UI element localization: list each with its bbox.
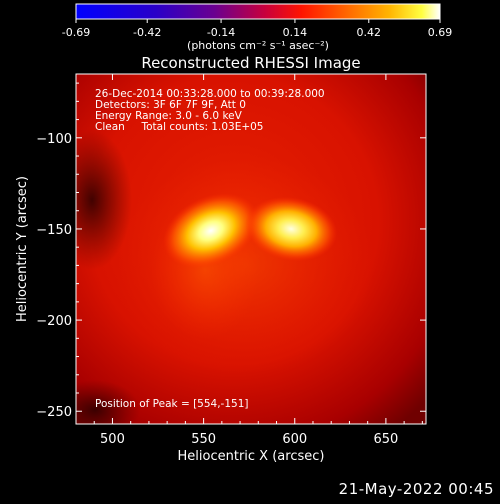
y-axis-label: Heliocentric Y (arcsec) — [15, 176, 30, 322]
plot-frame — [75, 73, 427, 425]
dark-region-bottomleft — [76, 380, 140, 424]
annotation-method: Clean Total counts: 1.03E+05 — [95, 121, 264, 133]
colorbar-units-label: (photons cm⁻² s⁻¹ asec⁻²) — [187, 39, 329, 52]
colorbar-ticks: -0.69 -0.42 -0.14 0.14 0.42 0.69 — [62, 19, 452, 39]
annotation-time-range: 26-Dec-2014 00:33:28.000 to 00:39:28.000 — [95, 88, 325, 100]
x-axis: 500 550 600 650 — [75, 74, 423, 447]
source-2 — [245, 196, 338, 262]
colorbar — [75, 3, 441, 20]
sources — [163, 193, 338, 269]
colorbar-tick-label: 0.42 — [357, 26, 382, 39]
x-tick-label: 550 — [191, 432, 216, 447]
x-tick-label: 650 — [373, 432, 398, 447]
colorbar-tick-label: 0.14 — [283, 26, 308, 39]
annotation-energy-range: Energy Range: 3.0 - 6.0 keV — [95, 110, 243, 122]
y-tick-label: −250 — [36, 405, 72, 420]
annotations: 26-Dec-2014 00:33:28.000 to 00:39:28.000… — [95, 88, 325, 410]
annotation-peak: Position of Peak = [554,-151] — [95, 398, 249, 410]
colorbar-tick-label: -0.42 — [133, 26, 161, 39]
x-tick-label: 500 — [100, 432, 125, 447]
colorbar-tick-label: 0.69 — [428, 26, 453, 39]
x-axis-label: Heliocentric X (arcsec) — [178, 449, 325, 464]
y-tick-label: −200 — [36, 314, 72, 329]
colorbar-tick-label: -0.14 — [207, 26, 235, 39]
colorbar-tick-label: -0.69 — [62, 26, 90, 39]
y-tick-label: −150 — [36, 223, 72, 238]
y-axis: −100 −150 −200 −250 — [36, 82, 426, 420]
chart-title: Reconstructed RHESSI Image — [141, 54, 360, 72]
y-tick-label: −100 — [36, 132, 72, 147]
dark-region-left — [76, 130, 132, 270]
footer-date: 21-May-2022 00:45 — [338, 480, 494, 498]
x-tick-label: 600 — [282, 432, 307, 447]
annotation-detectors: Detectors: 3F 6F 7F 9F, Att 0 — [95, 99, 246, 111]
plot-area — [76, 74, 426, 424]
source-1 — [163, 193, 259, 269]
